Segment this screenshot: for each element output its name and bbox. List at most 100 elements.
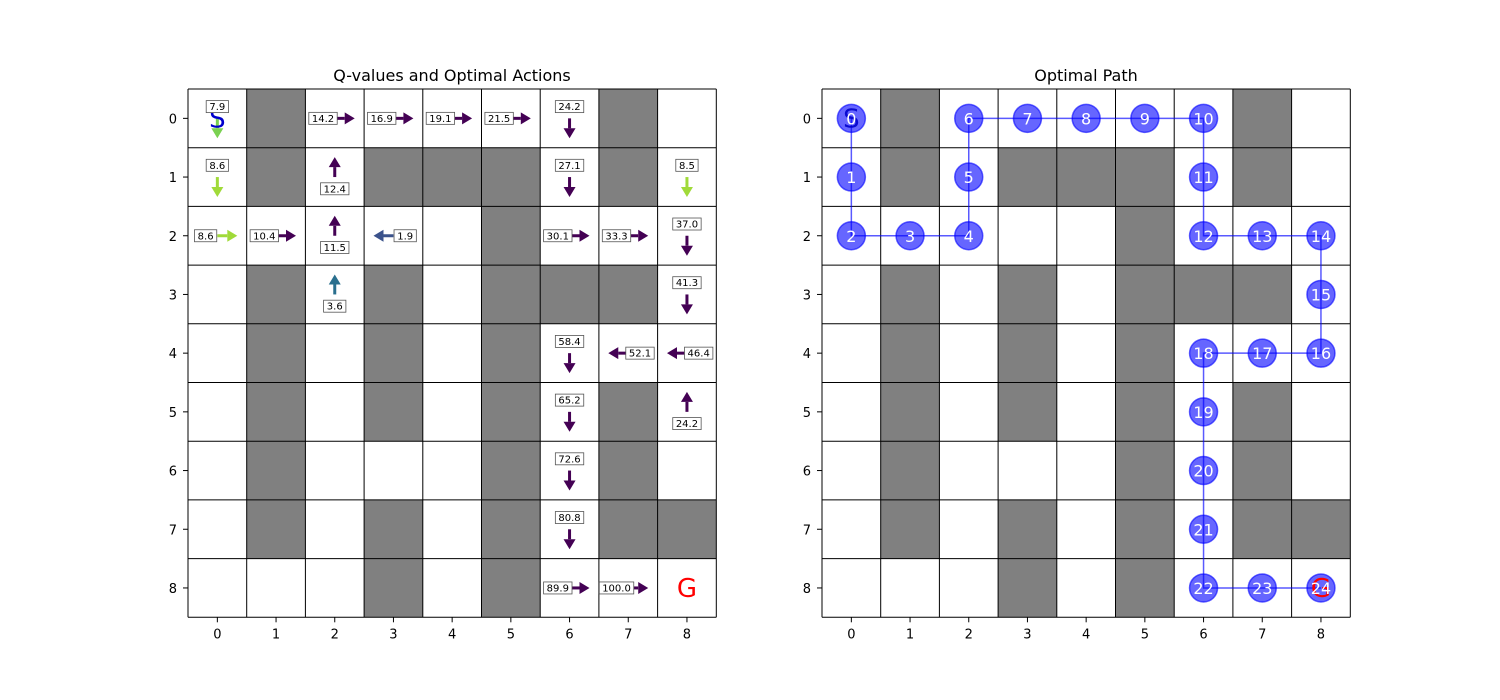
x-tick-label: 0: [847, 627, 855, 642]
path-node: [954, 103, 984, 134]
q-value-label: 19.1: [429, 114, 451, 125]
action-arrow-head: [563, 363, 576, 374]
path-node: [1188, 455, 1219, 486]
q-value-label: 8.6: [198, 231, 214, 242]
q-value-label: 21.5: [488, 114, 510, 125]
y-tick-label: 4: [803, 347, 811, 362]
q-value-label-box: [601, 229, 632, 243]
action-arrow-head: [462, 112, 473, 125]
path-step-label: 3: [905, 227, 915, 246]
q-value-label-box: [393, 229, 417, 243]
action-arrow-head: [563, 480, 576, 491]
wall-cell: [540, 265, 599, 324]
x-tick-label: 2: [331, 627, 339, 642]
path-step-label: 6: [964, 109, 974, 128]
y-tick-label: 2: [803, 230, 811, 245]
path-step-label: 22: [1193, 579, 1213, 598]
wall-cell: [1291, 499, 1351, 559]
q-value-label-box: [554, 335, 585, 348]
path-step-label: 19: [1193, 403, 1213, 422]
action-arrow-head: [563, 187, 576, 198]
wall-cell: [657, 499, 717, 559]
wall-cell: [598, 382, 658, 442]
wall-cell: [998, 265, 1057, 324]
wall-cell: [880, 89, 940, 148]
path-step-label: 24: [1311, 579, 1331, 598]
goal-marker: G: [1311, 574, 1331, 604]
start-marker: S: [843, 104, 860, 134]
q-value-label: 7.9: [209, 102, 225, 113]
path-step-label: 2: [846, 227, 856, 246]
action-arrow-head: [328, 215, 341, 226]
path-node: [1247, 221, 1277, 251]
q-value-label: 24.2: [676, 419, 698, 430]
q-value-label: 65.2: [558, 396, 580, 407]
path-step-label: 20: [1193, 462, 1213, 481]
q-value-label-box: [675, 158, 699, 172]
path-step-label: 4: [964, 227, 974, 246]
wall-cell: [481, 265, 541, 324]
path-step-label: 21: [1193, 520, 1213, 539]
wall-cell: [246, 382, 306, 442]
wall-cell: [1174, 265, 1233, 324]
wall-cell: [1232, 382, 1292, 442]
wall-cell: [880, 265, 940, 324]
y-tick-label: 6: [169, 465, 177, 480]
wall-cell: [598, 89, 658, 148]
q-value-label: 8.5: [679, 161, 695, 172]
path-step-label: 13: [1252, 227, 1272, 246]
path-step-label: 7: [1022, 109, 1032, 128]
q-value-label: 16.9: [371, 114, 393, 125]
wall-cell: [481, 558, 541, 618]
q-value-label: 41.3: [676, 278, 698, 289]
q-value-label: 52.1: [629, 349, 651, 360]
path-node: [1012, 103, 1043, 134]
x-tick-label: 3: [1023, 627, 1031, 642]
q-value-label-box: [367, 111, 397, 125]
q-value-label: 89.9: [547, 583, 569, 594]
q-value-label: 80.8: [558, 513, 580, 524]
path-step-label: 18: [1193, 344, 1213, 363]
wall-cell: [246, 265, 306, 324]
path-step-label: 14: [1311, 227, 1331, 246]
q-value-label-box: [672, 276, 702, 290]
path-node: [1188, 514, 1219, 544]
q-value-label: 3.6: [327, 302, 343, 313]
wall-cell: [1232, 147, 1292, 207]
q-value-label: 8.6: [209, 161, 225, 172]
y-tick-label: 2: [169, 230, 177, 245]
action-arrow-head: [211, 128, 224, 139]
wall-cell: [880, 441, 940, 500]
optimal-path-title: Optimal Path: [1034, 66, 1138, 85]
wall-cell: [880, 499, 940, 559]
wall-cell: [1232, 265, 1292, 324]
q-value-label-box: [308, 111, 338, 125]
action-arrow-head: [373, 229, 384, 242]
q-value-label: 30.1: [547, 231, 569, 242]
action-arrow-head: [563, 128, 576, 139]
path-step-label: 23: [1252, 579, 1272, 598]
q-value-label-box: [320, 182, 350, 196]
path-step-label: 5: [964, 168, 974, 187]
action-arrow-head: [666, 347, 677, 360]
wall-cell: [880, 323, 940, 383]
path-step-label: 1: [846, 168, 856, 187]
wall-cell: [1232, 441, 1292, 500]
q-value-label: 1.9: [397, 231, 413, 242]
x-tick-label: 5: [507, 627, 515, 642]
path-node: [1188, 338, 1219, 368]
path-node: [895, 221, 925, 251]
wall-cell: [246, 323, 306, 383]
x-tick-label: 7: [624, 627, 632, 642]
action-arrow-head: [403, 112, 414, 125]
q-value-label: 10.4: [253, 231, 275, 242]
x-tick-label: 8: [683, 627, 691, 642]
action-arrow-head: [680, 391, 693, 402]
action-arrow-head: [286, 229, 297, 242]
q-value-label-box: [684, 346, 714, 360]
q-value-label-box: [323, 299, 347, 313]
x-tick-label: 6: [1199, 627, 1207, 642]
wall-cell: [880, 147, 940, 207]
wall-cell: [481, 147, 541, 207]
path-node: [1306, 573, 1336, 603]
